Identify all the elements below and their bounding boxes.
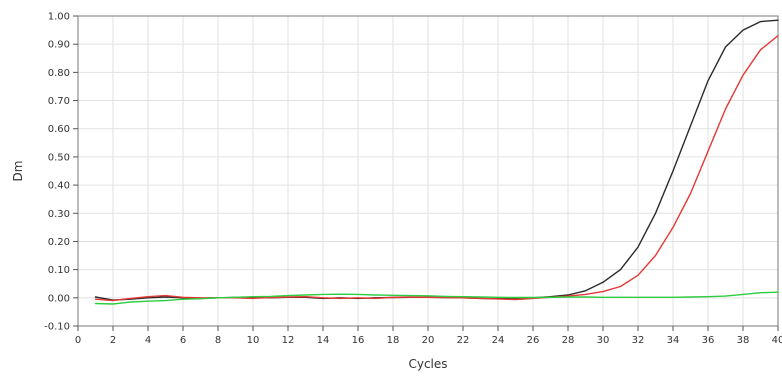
series-group	[94, 19, 779, 305]
x-tick-label: 10	[247, 335, 260, 346]
x-tick-label: 36	[702, 335, 715, 346]
x-tick-label: 26	[527, 335, 540, 346]
x-tick-labels: 0 2 4 6 8 10 12 14 16 18 20 22 24 26 28 30 32 34 36 38 40	[75, 335, 782, 346]
y-tick-label: 0.90	[48, 40, 70, 51]
y-tick-label: 0.40	[48, 181, 70, 192]
x-tick-label: 20	[422, 335, 435, 346]
grid	[78, 16, 778, 326]
x-axis-title: Cycles	[408, 357, 447, 371]
x-tick-label: 28	[562, 335, 575, 346]
x-tick-label: 4	[145, 335, 151, 346]
y-tick-label: 0.50	[48, 152, 70, 163]
y-tick-labels: -0.10 0.00 0.10 0.20 0.30 0.40 0.50 0.60 0.70 0.8…	[44, 12, 70, 333]
y-tick-label: 0.70	[48, 96, 70, 107]
y-tick-label: 0.00	[48, 293, 70, 304]
x-tick-label: 24	[492, 335, 505, 346]
x-tick-label: 8	[215, 335, 221, 346]
x-tick-label: 38	[737, 335, 750, 346]
x-tick-label: 34	[667, 335, 680, 346]
x-tick-label: 6	[180, 335, 186, 346]
x-tick-label: 14	[317, 335, 330, 346]
x-tick-label: 18	[387, 335, 400, 346]
x-tick-label: 12	[282, 335, 295, 346]
y-tick-label: 1.00	[48, 12, 70, 23]
tick-marks	[73, 15, 779, 331]
y-tick-label: 0.80	[48, 68, 70, 79]
y-tick-label: 0.30	[48, 209, 70, 220]
x-tick-label: 16	[352, 335, 365, 346]
x-tick-label: 32	[632, 335, 645, 346]
x-tick-label: 22	[457, 335, 470, 346]
y-tick-label: 0.10	[48, 265, 70, 276]
y-tick-label: 0.60	[48, 124, 70, 135]
x-tick-label: 30	[597, 335, 610, 346]
y-tick-label: -0.10	[44, 322, 70, 333]
y-axis-title: Dm	[11, 161, 25, 182]
y-tick-label: 0.20	[48, 237, 70, 248]
x-tick-label: 0	[75, 335, 81, 346]
series-line-3	[94, 291, 779, 305]
x-tick-label: 2	[110, 335, 116, 346]
x-tick-label: 40	[772, 335, 782, 346]
